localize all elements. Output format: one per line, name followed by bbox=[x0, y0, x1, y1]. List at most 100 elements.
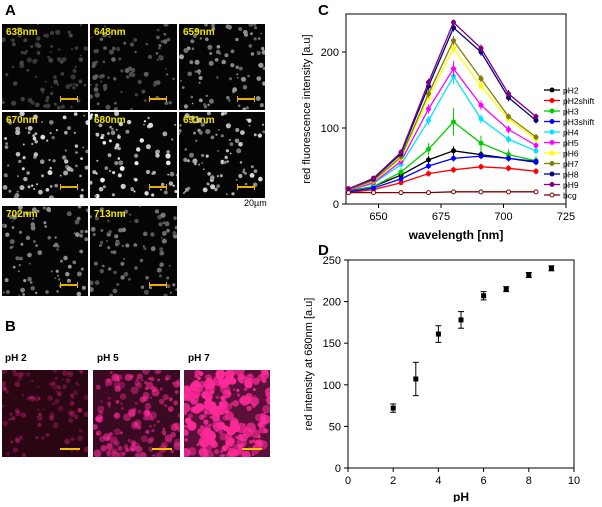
cell-spot bbox=[21, 372, 25, 376]
legend-label: pH5 bbox=[563, 138, 579, 148]
cell-spot bbox=[158, 54, 163, 60]
cell-spot bbox=[144, 402, 152, 410]
cell-spot bbox=[52, 244, 56, 248]
cell-spot bbox=[256, 76, 262, 81]
cell-spot bbox=[11, 370, 17, 373]
cell-spot bbox=[204, 24, 208, 27]
cell-spot bbox=[51, 384, 58, 390]
cell-spot bbox=[215, 49, 221, 55]
cell-spot bbox=[151, 388, 160, 397]
tile-wavelength-label: 680nm bbox=[94, 115, 126, 126]
cell-spot bbox=[76, 450, 79, 453]
cell-spot bbox=[163, 24, 169, 27]
cell-spot bbox=[141, 89, 146, 94]
cell-spot bbox=[165, 377, 169, 381]
cell-spot bbox=[128, 408, 136, 417]
y-tick-label: 0 bbox=[335, 463, 341, 475]
cell-spot bbox=[80, 267, 84, 271]
cell-spot bbox=[148, 122, 154, 128]
cell-spot bbox=[166, 228, 170, 233]
cell-spot bbox=[209, 416, 213, 419]
cell-spot bbox=[92, 75, 98, 80]
cell-spot bbox=[243, 387, 248, 392]
cell-spot bbox=[99, 269, 104, 274]
cell-spot bbox=[210, 135, 215, 140]
cell-spot bbox=[49, 132, 52, 135]
cell-spot bbox=[149, 396, 152, 399]
cell-spot bbox=[61, 155, 67, 160]
cell-spot bbox=[117, 147, 121, 151]
cell-spot bbox=[189, 152, 194, 158]
cell-spot bbox=[143, 410, 151, 417]
cell-spot bbox=[123, 413, 132, 422]
cell-spot bbox=[75, 151, 78, 154]
cell-spot bbox=[174, 225, 177, 230]
cell-spot bbox=[11, 38, 15, 43]
legend-label: pH9 bbox=[563, 180, 579, 190]
cell-spot bbox=[83, 83, 87, 87]
cell-spot bbox=[139, 138, 144, 143]
cell-spot bbox=[139, 451, 147, 457]
cell-spot bbox=[257, 37, 261, 40]
cell-spot bbox=[15, 438, 20, 444]
cell-spot bbox=[120, 213, 124, 217]
cell-spot bbox=[11, 226, 15, 229]
cell-spot bbox=[112, 451, 120, 457]
cell-spot bbox=[210, 175, 215, 180]
cell-spot bbox=[46, 207, 51, 212]
cell-spot bbox=[159, 387, 163, 391]
cell-spot bbox=[65, 378, 71, 383]
cell-spot bbox=[223, 160, 227, 165]
data-point bbox=[478, 189, 484, 195]
cell-spot bbox=[229, 142, 234, 146]
legend-label: pH4 bbox=[563, 128, 579, 138]
cell-spot bbox=[57, 83, 59, 86]
cell-spot bbox=[18, 159, 22, 164]
cell-spot bbox=[148, 377, 151, 381]
cell-spot bbox=[234, 138, 240, 144]
cell-spot bbox=[251, 453, 255, 456]
cell-spot bbox=[228, 447, 232, 450]
cell-spot bbox=[228, 77, 233, 81]
cell-spot bbox=[172, 184, 175, 187]
cell-spot bbox=[90, 94, 94, 99]
data-point bbox=[390, 405, 396, 411]
cell-spot bbox=[103, 46, 107, 50]
cell-spot bbox=[30, 222, 36, 227]
cell-spot bbox=[106, 450, 111, 456]
cell-spot bbox=[109, 125, 112, 129]
cell-spot bbox=[78, 57, 84, 62]
cell-spot bbox=[207, 44, 213, 50]
cell-spot bbox=[144, 191, 149, 196]
cell-spot bbox=[45, 103, 51, 109]
cell-spot bbox=[117, 157, 121, 160]
cell-spot bbox=[163, 32, 167, 36]
series-line-pH8 bbox=[348, 26, 537, 190]
cell-spot bbox=[259, 103, 264, 108]
tile-wavelength-label: 702nm bbox=[6, 209, 38, 220]
cell-spot bbox=[102, 32, 108, 38]
cell-spot bbox=[36, 183, 38, 186]
cell-spot bbox=[260, 32, 262, 35]
cell-spot bbox=[116, 47, 120, 52]
cell-spot bbox=[218, 380, 227, 389]
cell-spot bbox=[15, 129, 21, 136]
cell-spot bbox=[38, 189, 43, 195]
cell-spot bbox=[238, 27, 243, 31]
cell-spot bbox=[151, 429, 155, 433]
cell-spot bbox=[25, 235, 31, 241]
cell-spot bbox=[70, 74, 76, 80]
cell-spot bbox=[190, 398, 197, 405]
cell-spot bbox=[8, 214, 13, 220]
cell-spot bbox=[117, 135, 121, 139]
cell-spot bbox=[220, 112, 225, 116]
panel-d-letter: D bbox=[318, 242, 329, 259]
cell-spot bbox=[14, 193, 20, 198]
cell-spot bbox=[16, 190, 19, 193]
data-point bbox=[426, 117, 431, 123]
cell-spot bbox=[257, 421, 264, 428]
cell-spot bbox=[252, 439, 256, 443]
cell-spot bbox=[95, 133, 100, 137]
cell-spot bbox=[145, 144, 151, 150]
cell-spot bbox=[158, 398, 165, 405]
